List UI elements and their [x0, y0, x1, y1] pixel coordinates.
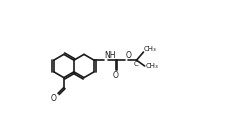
Text: C: C — [133, 61, 138, 67]
Text: O: O — [126, 51, 132, 60]
Text: O: O — [113, 71, 119, 80]
Text: CH₃: CH₃ — [145, 63, 158, 69]
Text: CH₃: CH₃ — [144, 46, 157, 52]
Text: NH: NH — [104, 51, 116, 60]
Text: O: O — [51, 94, 56, 103]
